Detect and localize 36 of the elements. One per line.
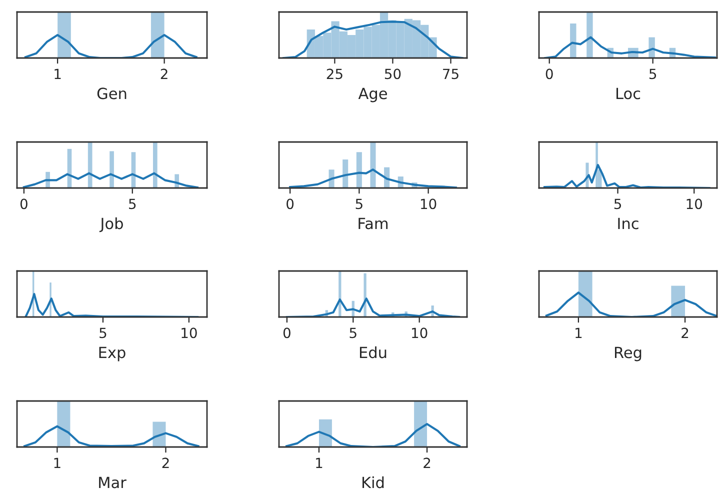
x-tick-label: 2 xyxy=(424,458,430,468)
x-axis-title: Age xyxy=(358,88,387,102)
x-tick-label: 75 xyxy=(443,68,458,80)
x-axis-title: Mar xyxy=(99,476,126,488)
x-tick-label: 0 xyxy=(283,328,290,338)
x-axis-title: Reg xyxy=(614,346,642,362)
x-axis-title: Kid xyxy=(362,476,384,488)
x-tick-label: 0 xyxy=(546,68,553,80)
x-axis-title: Edu xyxy=(360,346,386,358)
x-axis-title: Fam xyxy=(358,218,388,230)
x-tick-label: 25 xyxy=(326,68,342,80)
x-axis-title: Inc xyxy=(618,218,638,230)
x-tick-label: 50 xyxy=(384,68,401,80)
x-tick-label: 0 xyxy=(20,198,28,210)
x-tick-label: 10 xyxy=(412,328,428,338)
x-tick-label: 5 xyxy=(350,328,356,338)
x-axis-title: Gen xyxy=(97,88,126,100)
x-tick-label: 5 xyxy=(129,198,136,210)
x-tick-label: 10 xyxy=(182,328,197,338)
x-tick-label: 1 xyxy=(54,68,61,79)
x-tick-label: 5 xyxy=(614,198,621,210)
x-tick-label: 10 xyxy=(420,198,436,210)
x-tick-label: 2 xyxy=(160,68,168,79)
x-tick-label: 1 xyxy=(316,458,322,468)
x-tick-label: 5 xyxy=(356,198,362,210)
x-tick-label: 0 xyxy=(286,198,294,210)
x-tick-label: 1 xyxy=(576,328,582,338)
x-axis-title: Loc xyxy=(616,88,640,100)
x-tick-label: 5 xyxy=(100,328,106,338)
x-tick-label: 10 xyxy=(686,198,702,210)
x-tick-label: 5 xyxy=(649,68,656,80)
x-tick-label: 2 xyxy=(682,328,688,338)
x-axis-title: Job xyxy=(99,217,123,232)
x-tick-label: 2 xyxy=(162,458,169,468)
x-tick-label: 1 xyxy=(54,458,60,468)
x-axis-title: Exp xyxy=(99,346,126,362)
